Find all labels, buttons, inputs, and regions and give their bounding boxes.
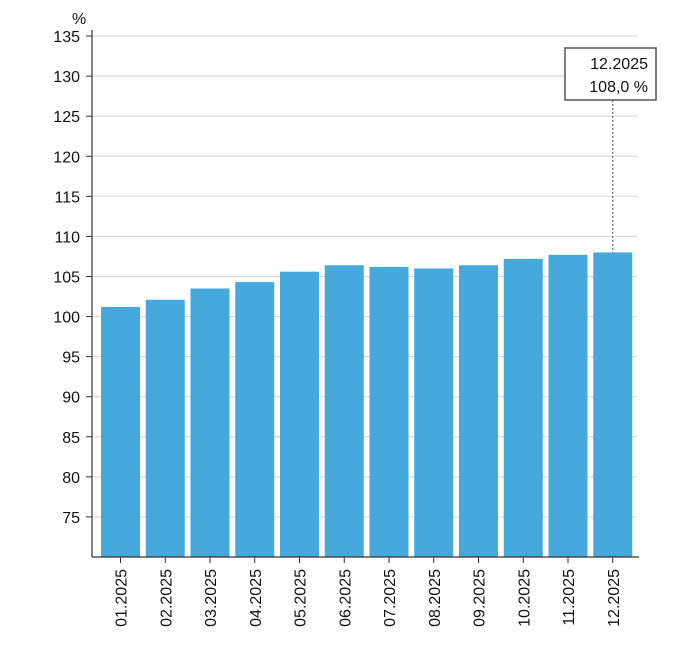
y-tick-label: 110 <box>54 229 80 246</box>
bar-05.2025 <box>280 271 319 557</box>
bar-10.2025 <box>503 258 543 557</box>
y-tick-label: 80 <box>62 470 80 487</box>
y-tick-label: 120 <box>53 149 80 166</box>
x-tick-label: 05.2025 <box>293 569 310 627</box>
y-tick-label: 115 <box>54 189 80 206</box>
y-tick-label: 100 <box>53 310 80 327</box>
y-tick-label: 105 <box>53 269 80 286</box>
x-tick-label: 02.2025 <box>158 569 175 627</box>
x-tick-label: 08.2025 <box>427 569 444 627</box>
bar-11.2025 <box>548 254 588 557</box>
bar-09.2025 <box>459 265 498 557</box>
bar-07.2025 <box>369 266 409 557</box>
x-tick-label: 03.2025 <box>203 569 220 627</box>
x-tick-labels: 01.2025 02.2025 03.2025 04.2025 05.2025 06.20… <box>114 569 623 627</box>
tooltip-category: 12.2025 <box>590 56 648 73</box>
tooltip-value: 108,0 % <box>589 79 648 96</box>
x-tick-label: 01.2025 <box>114 569 131 627</box>
y-tick-label: 90 <box>62 390 80 407</box>
y-tick-label: 130 <box>53 69 80 86</box>
tooltip: 12.2025 108,0 % <box>564 47 657 253</box>
y-tick-label: 75 <box>62 510 80 527</box>
x-tick-label: 09.2025 <box>472 569 489 627</box>
x-tick-label: 10.2025 <box>516 569 533 627</box>
x-tick-label: 04.2025 <box>248 569 265 627</box>
y-axis-unit-label: % <box>72 11 86 28</box>
axes <box>86 30 639 563</box>
bar-06.2025 <box>324 265 364 557</box>
bar-01.2025 <box>101 306 140 557</box>
tooltip-box <box>564 47 657 101</box>
bar-08.2025 <box>414 268 454 557</box>
x-tick-label: 11.2025 <box>561 569 578 626</box>
y-tick-labels: 75 80 85 90 95 100 105 110 115 120 125 130 135 <box>53 29 80 527</box>
x-tick-label: 12.2025 <box>606 569 623 627</box>
bar-04.2025 <box>235 282 275 557</box>
x-tick-label: 07.2025 <box>382 569 399 627</box>
bar-12.2025 <box>593 252 633 557</box>
y-tick-label: 95 <box>62 350 80 367</box>
y-tick-label: 125 <box>53 109 80 126</box>
bar-03.2025 <box>190 288 230 557</box>
x-tick-label: 06.2025 <box>337 569 354 627</box>
y-tick-label: 85 <box>62 430 80 447</box>
bars <box>101 252 633 557</box>
bar-02.2025 <box>145 299 185 557</box>
y-tick-label: 135 <box>53 29 80 46</box>
